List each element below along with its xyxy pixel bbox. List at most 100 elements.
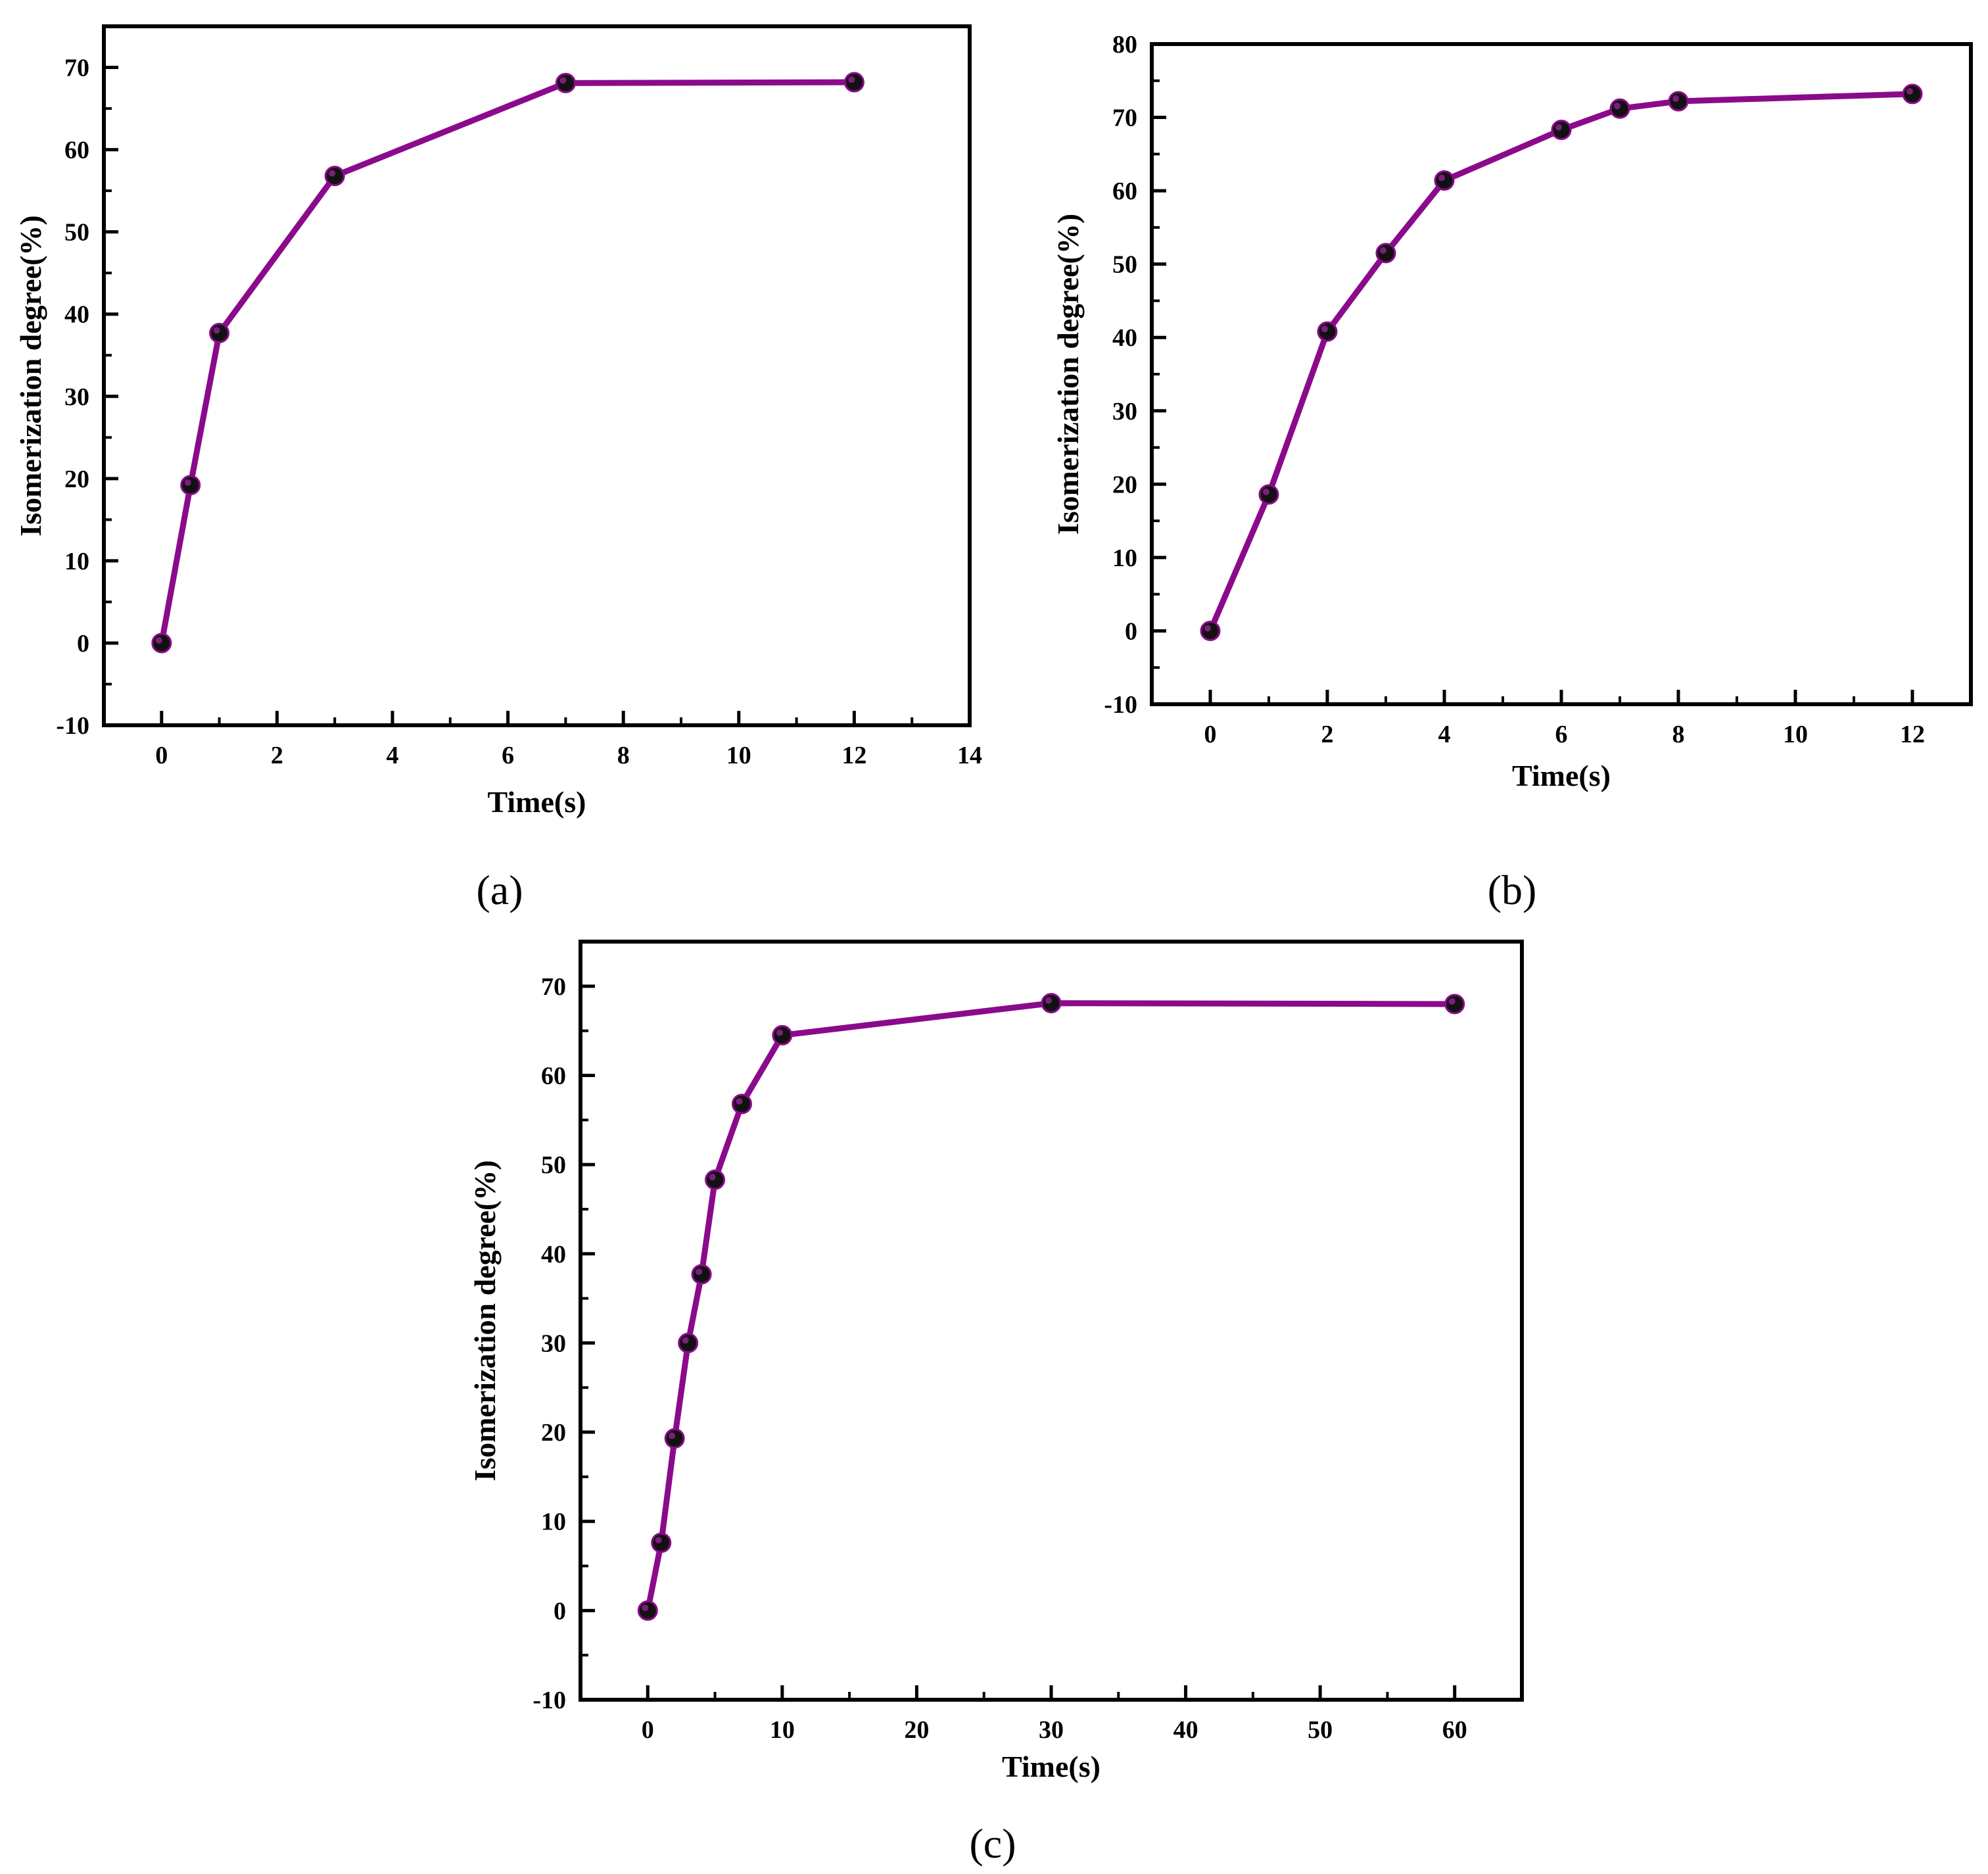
y-tick-label: 60 (64, 137, 89, 164)
x-tick-label: 2 (1321, 721, 1334, 748)
series-line (1207, 91, 1916, 634)
y-tick-label: 40 (64, 301, 89, 329)
x-tick-label: 4 (1438, 721, 1451, 748)
data-point-highlight (1614, 103, 1621, 110)
y-tick-label: 20 (1112, 471, 1137, 498)
data-point-highlight (776, 1029, 783, 1036)
chart-panel-b: 0 2 4 6 8 10 12 -10 0 10 20 30 40 50 60 70 80 Time(s) Isom… (1051, 31, 1973, 913)
data-point (678, 1332, 699, 1353)
y-tick-label: 0 (77, 630, 89, 658)
data-point-highlight (696, 1268, 703, 1275)
x-axis-title: Time(s) (1512, 759, 1611, 792)
data-point-highlight (184, 479, 191, 486)
y-tick-label: 20 (541, 1419, 566, 1447)
x-tick-label: 2 (271, 742, 283, 769)
y-tick-label: 70 (1112, 105, 1137, 132)
y-tick-label: -10 (532, 1687, 566, 1714)
data-point-highlight (155, 637, 162, 644)
chart-panel-c: 0 10 20 30 40 50 60 -10 0 10 20 30 40 50 60 70 Time(s) Is… (468, 940, 1524, 1867)
data-point (1375, 243, 1396, 264)
x-tick-label: 8 (617, 742, 630, 769)
data-point-highlight (1438, 174, 1445, 181)
plot-frame (1150, 42, 1973, 706)
x-axis-title: Time(s) (1002, 1750, 1100, 1783)
data-point (1434, 170, 1455, 191)
data-point-highlight (682, 1337, 689, 1344)
data-point (1317, 321, 1338, 342)
data-point (324, 166, 345, 187)
y-tick-label: 80 (1112, 31, 1137, 59)
x-tick-label: 0 (155, 742, 168, 769)
data-point (705, 1169, 726, 1190)
data-point-highlight (329, 170, 336, 177)
x-tick-label: 10 (770, 1716, 795, 1744)
plot-frame (579, 940, 1524, 1702)
y-axis-title: Isomerization degree(%) (14, 215, 47, 536)
panel-label: (b) (1488, 867, 1537, 913)
x-tick-label: 20 (904, 1716, 929, 1744)
data-point-highlight (655, 1537, 662, 1544)
y-tick-label: 20 (64, 466, 89, 493)
data-point-highlight (1906, 87, 1913, 95)
y-tick-label: 50 (541, 1151, 566, 1179)
data-point (209, 322, 230, 343)
data-point-highlight (1263, 488, 1269, 495)
data-point (1258, 484, 1279, 505)
data-point (151, 633, 172, 654)
plot-frame (102, 24, 972, 727)
data-point-highlight (1448, 997, 1456, 1005)
data-point-highlight (1555, 124, 1562, 131)
data-point-highlight (1321, 325, 1328, 333)
data-point-highlight (736, 1097, 743, 1105)
data-point (1609, 98, 1630, 119)
data-point (1902, 84, 1923, 105)
data-point (651, 1532, 672, 1553)
data-point (1200, 620, 1221, 641)
x-tick-label: 12 (841, 742, 866, 769)
data-point (1444, 994, 1465, 1015)
y-tick-label: 50 (64, 219, 89, 247)
data-point (180, 475, 201, 496)
panel-label: (a) (476, 867, 523, 913)
data-point (1041, 993, 1062, 1014)
y-tick-label: 30 (1112, 398, 1137, 425)
y-tick-label: 10 (1112, 544, 1137, 572)
y-axis-title: Isomerization degree(%) (468, 1160, 502, 1481)
data-point-highlight (213, 327, 220, 334)
data-point (1668, 91, 1689, 112)
x-tick-label: 10 (1783, 721, 1808, 748)
x-tick-label: 40 (1173, 1716, 1198, 1744)
y-axis-title: Isomerization degree(%) (1051, 214, 1085, 535)
panel-label: (c) (969, 1820, 1016, 1867)
data-point-highlight (1204, 625, 1211, 632)
data-point (555, 72, 576, 93)
y-tick-label: 50 (1112, 251, 1137, 279)
data-point (772, 1024, 793, 1045)
x-tick-label: 12 (1900, 721, 1925, 748)
series-line (644, 1000, 1458, 1614)
x-tick-label: 8 (1672, 721, 1685, 748)
data-point (691, 1264, 712, 1285)
data-point-highlight (642, 1604, 649, 1612)
data-point (664, 1428, 685, 1449)
data-point (637, 1600, 658, 1621)
x-tick-label: 60 (1442, 1716, 1467, 1744)
data-point (731, 1093, 752, 1115)
y-tick-label: 30 (64, 383, 89, 411)
x-tick-label: 10 (726, 742, 751, 769)
y-tick-label: 70 (64, 55, 89, 82)
y-tick-label: 60 (1112, 178, 1137, 205)
x-axis-title: Time(s) (488, 785, 586, 819)
y-tick-label: 0 (1125, 617, 1137, 645)
data-point (843, 72, 864, 93)
data-point-highlight (709, 1174, 716, 1181)
y-tick-label: 30 (541, 1330, 566, 1357)
x-tick-label: 50 (1308, 1716, 1333, 1744)
x-tick-label: 6 (502, 742, 514, 769)
y-tick-label: 10 (64, 548, 89, 575)
series-line (158, 79, 857, 646)
y-tick-label: 10 (541, 1508, 566, 1536)
x-tick-label: 14 (957, 742, 982, 769)
x-tick-label: 30 (1039, 1716, 1064, 1744)
